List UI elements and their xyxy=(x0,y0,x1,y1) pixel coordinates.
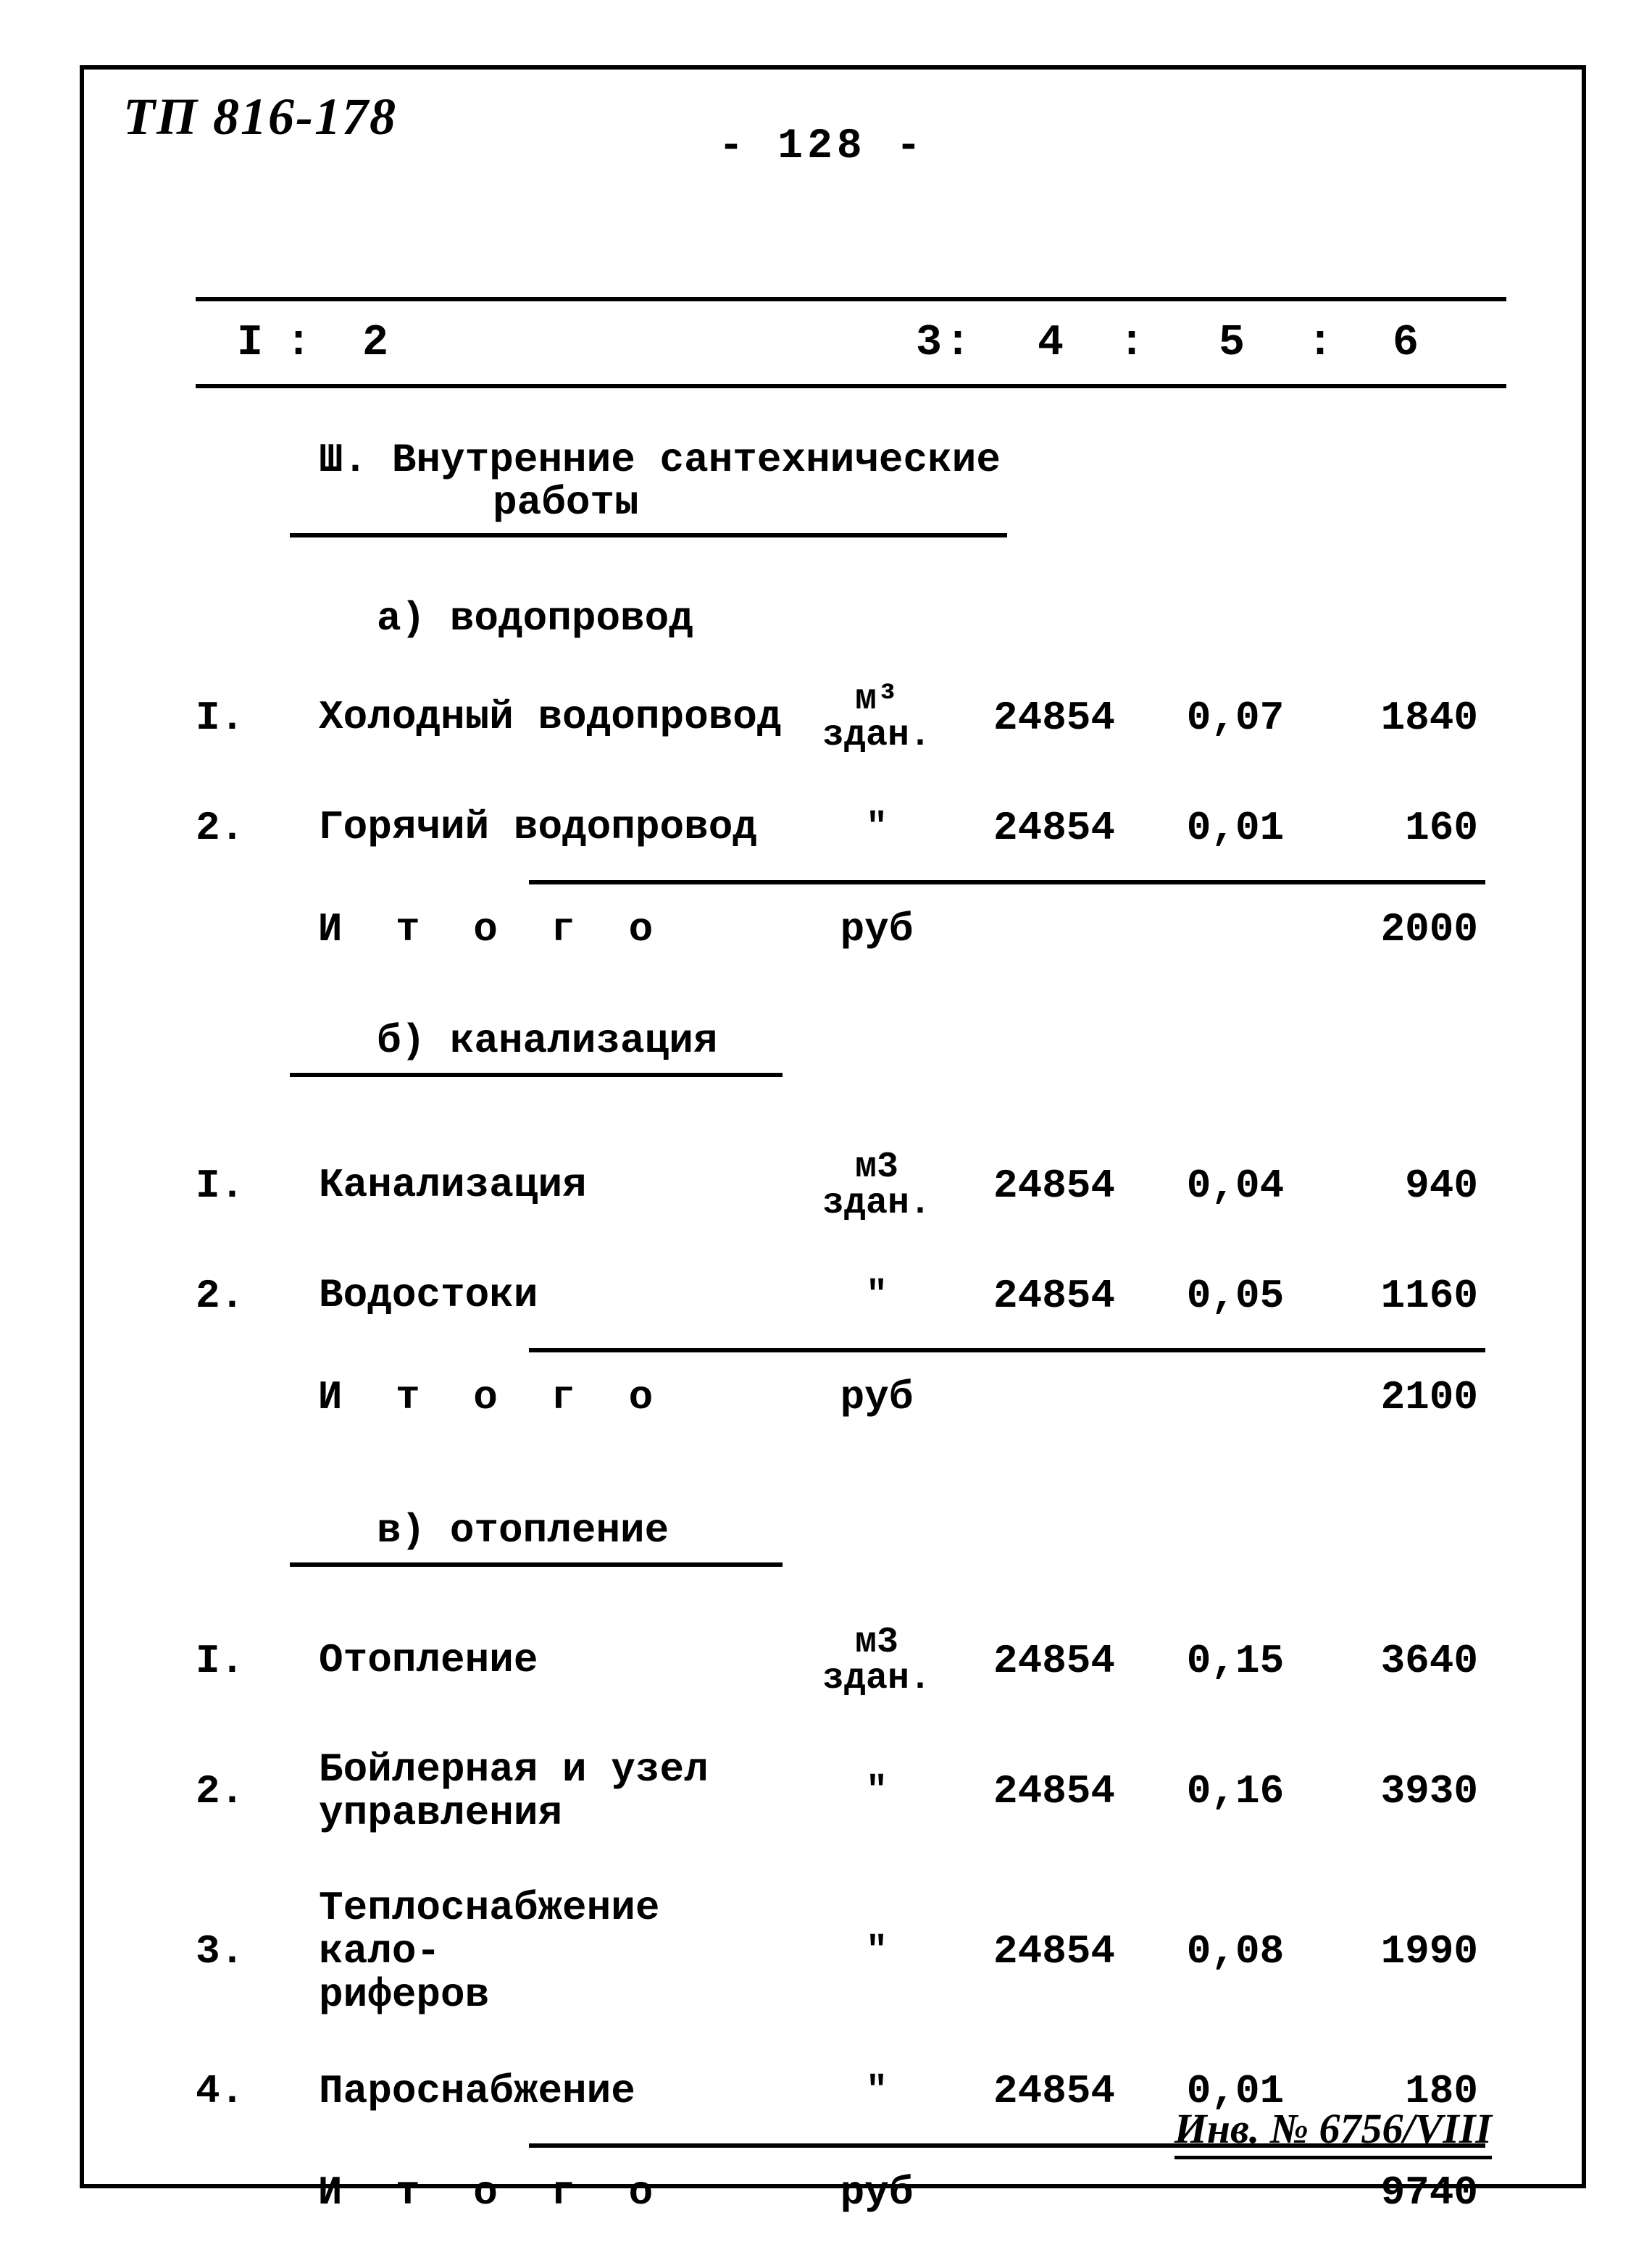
section-title-underline xyxy=(290,533,1007,537)
row-c6: 940 xyxy=(1326,1163,1485,1209)
subtotal-rule xyxy=(529,880,1485,884)
row-num: 2. xyxy=(196,1273,319,1319)
row-c5: 0,07 xyxy=(1145,695,1326,741)
subtotal-unit: руб xyxy=(790,1374,964,1420)
col-1: I xyxy=(196,319,304,368)
row-unit: м³ здан. xyxy=(790,682,964,754)
subtotal-label: И т о г о xyxy=(196,1374,790,1420)
row-unit: " xyxy=(790,1933,964,1970)
row-num: 3. xyxy=(196,1928,319,1975)
row-num: 2. xyxy=(196,805,319,851)
row-num: I. xyxy=(196,695,319,741)
row-unit: м3 здан. xyxy=(790,1150,964,1222)
row-c6: 1990 xyxy=(1326,1928,1485,1975)
row-name: Бойлерная и узел управления xyxy=(319,1748,790,1836)
unit-top: м3 xyxy=(822,1150,931,1186)
row-unit: " xyxy=(790,1773,964,1809)
row-unit: " xyxy=(790,1278,964,1314)
subtotal-value: 9740 xyxy=(1326,2169,1485,2216)
row-num: 2. xyxy=(196,1768,319,1815)
subsection-c-title: в) отопление xyxy=(377,1507,1506,1554)
row-unit: " xyxy=(790,810,964,846)
row-c5: 0,05 xyxy=(1145,1273,1326,1319)
table-row: 2. Водостоки " 24854 0,05 1160 xyxy=(196,1273,1506,1319)
table-row: I. Канализация м3 здан. 24854 0,04 940 xyxy=(196,1150,1506,1222)
row-num: I. xyxy=(196,1638,319,1684)
col-4: 4 xyxy=(964,319,1138,368)
col-2: 2 xyxy=(304,319,797,368)
row-c6: 1160 xyxy=(1326,1273,1485,1319)
row-c5: 0,15 xyxy=(1145,1638,1326,1684)
col-6: 6 xyxy=(1326,319,1485,368)
row-name: Пароснабжение xyxy=(319,2070,790,2113)
row-name: Отопление xyxy=(319,1639,790,1682)
unit-bottom: здан. xyxy=(822,1186,931,1222)
subtotal-row: И т о г о руб 2100 xyxy=(196,1374,1506,1420)
row-unit: м3 здан. xyxy=(790,1625,964,1697)
col-5: 5 xyxy=(1138,319,1326,368)
row-c5: 0,01 xyxy=(1145,805,1326,851)
subsection-a-title: а) водопровод xyxy=(377,595,1506,642)
unit-bottom: здан. xyxy=(822,1661,931,1697)
row-c5: 0,08 xyxy=(1145,1928,1326,1975)
document-page: ТП 816-178 - 128 - I 2 3 4 5 6 Ш. Внутре… xyxy=(0,0,1644,2268)
row-num: 4. xyxy=(196,2068,319,2114)
row-name: Канализация xyxy=(319,1163,790,1207)
row-c5: 0,04 xyxy=(1145,1163,1326,1209)
table-row: 3. Теплоснабжение кало- риферов " 24854 … xyxy=(196,1886,1506,2017)
subtotal-rule xyxy=(529,1348,1485,1352)
subtotal-value: 2100 xyxy=(1326,1374,1485,1420)
subsection-c-underline xyxy=(290,1562,783,1567)
unit-top: м3 xyxy=(822,1625,931,1661)
table-row: 2. Бойлерная и узел управления " 24854 0… xyxy=(196,1748,1506,1836)
row-c4: 24854 xyxy=(964,805,1145,851)
row-c4: 24854 xyxy=(964,1928,1145,1975)
section-title-line1: Ш. Внутренние сантехнические xyxy=(319,437,1001,483)
table-row: I. Отопление м3 здан. 24854 0,15 3640 xyxy=(196,1625,1506,1697)
row-c4: 24854 xyxy=(964,1273,1145,1319)
inventory-number: Инв. № 6756/VIII xyxy=(1174,2104,1492,2159)
subtotal-row: И т о г о руб 9740 xyxy=(196,2169,1506,2216)
row-c6: 3930 xyxy=(1326,1768,1485,1815)
subtotal-label: И т о г о xyxy=(196,2169,790,2216)
row-c6: 3640 xyxy=(1326,1638,1485,1684)
row-c5: 0,16 xyxy=(1145,1768,1326,1815)
subsection-b-title: б) канализация xyxy=(377,1018,1506,1064)
row-num: I. xyxy=(196,1163,319,1209)
row-c4: 24854 xyxy=(964,695,1145,741)
subsection-b-underline xyxy=(290,1073,783,1077)
unit-top: м³ xyxy=(822,682,931,718)
row-name: Горячий водопровод xyxy=(319,805,790,849)
row-c4: 24854 xyxy=(964,1163,1145,1209)
row-name: Водостоки xyxy=(319,1273,790,1317)
section-title: Ш. Внутренние сантехнические работы xyxy=(319,439,1506,524)
unit-bottom: здан. xyxy=(822,718,931,754)
table-row: 2. Горячий водопровод " 24854 0,01 160 xyxy=(196,805,1506,851)
subtotal-label: И т о г о xyxy=(196,906,790,953)
row-c4: 24854 xyxy=(964,1768,1145,1815)
content-area: I 2 3 4 5 6 Ш. Внутренние сантехнические… xyxy=(196,297,1506,2152)
subtotal-value: 2000 xyxy=(1326,906,1485,953)
subtotal-unit: руб xyxy=(790,906,964,953)
subtotal-unit: руб xyxy=(790,2169,964,2216)
row-c6: 160 xyxy=(1326,805,1485,851)
subtotal-row: И т о г о руб 2000 xyxy=(196,906,1506,953)
row-name: Теплоснабжение кало- риферов xyxy=(319,1886,790,2017)
section-title-line2: работы xyxy=(493,482,1506,524)
column-header-row: I 2 3 4 5 6 xyxy=(196,297,1506,388)
row-c4: 24854 xyxy=(964,1638,1145,1684)
row-c6: 1840 xyxy=(1326,695,1485,741)
col-3: 3 xyxy=(797,319,964,368)
row-name: Холодный водопровод xyxy=(319,695,790,739)
row-unit: " xyxy=(790,2073,964,2109)
page-number: - 128 - xyxy=(0,123,1644,170)
table-row: I. Холодный водопровод м³ здан. 24854 0,… xyxy=(196,682,1506,754)
row-c4: 24854 xyxy=(964,2068,1145,2114)
